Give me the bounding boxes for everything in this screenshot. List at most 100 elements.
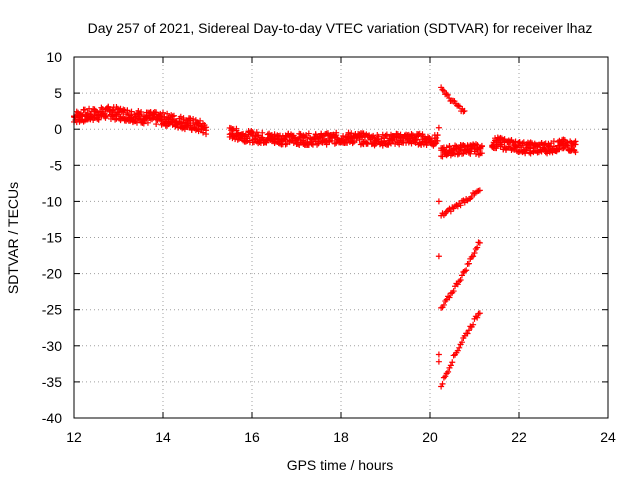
data-point bbox=[305, 130, 312, 137]
data-point bbox=[144, 119, 151, 126]
x-axis-label: GPS time / hours bbox=[287, 457, 394, 473]
data-point bbox=[449, 204, 456, 211]
data-point bbox=[124, 107, 131, 114]
data-points bbox=[71, 84, 579, 390]
data-point bbox=[153, 109, 160, 116]
data-point bbox=[451, 98, 458, 105]
data-point bbox=[464, 330, 471, 337]
data-point bbox=[468, 253, 475, 260]
data-point bbox=[478, 143, 485, 150]
data-point bbox=[447, 362, 454, 369]
y-axis-label: SDTVAR / TECUs bbox=[5, 182, 21, 294]
data-point bbox=[457, 202, 464, 209]
data-point bbox=[444, 91, 451, 98]
data-point bbox=[454, 203, 461, 210]
data-point bbox=[123, 111, 130, 118]
y-tick-label: 10 bbox=[46, 49, 62, 65]
data-point bbox=[349, 139, 356, 146]
y-tick-label: -10 bbox=[42, 193, 62, 209]
grid-lines bbox=[74, 57, 608, 418]
data-point bbox=[454, 347, 461, 354]
data-point bbox=[447, 208, 454, 215]
data-point bbox=[564, 142, 571, 149]
data-point bbox=[572, 141, 579, 148]
data-point bbox=[446, 142, 453, 149]
data-point bbox=[153, 121, 160, 128]
data-point bbox=[500, 136, 507, 143]
x-tick-label: 18 bbox=[333, 429, 349, 445]
data-point bbox=[472, 313, 479, 320]
data-point bbox=[454, 281, 461, 288]
data-point bbox=[476, 187, 483, 194]
data-point bbox=[442, 373, 449, 380]
data-point bbox=[440, 87, 447, 94]
x-tick-label: 20 bbox=[422, 429, 438, 445]
data-point bbox=[455, 102, 462, 109]
data-point bbox=[314, 141, 321, 148]
data-point bbox=[434, 132, 441, 139]
data-point bbox=[128, 108, 135, 115]
y-tick-label: -35 bbox=[42, 374, 62, 390]
data-point bbox=[157, 112, 164, 119]
data-point bbox=[457, 276, 464, 283]
data-point bbox=[164, 110, 171, 117]
data-point bbox=[445, 293, 452, 300]
x-tick-label: 16 bbox=[244, 429, 260, 445]
data-point bbox=[461, 107, 468, 114]
data-point bbox=[440, 374, 447, 381]
data-point bbox=[438, 383, 445, 390]
data-point bbox=[476, 310, 483, 317]
data-point bbox=[370, 134, 377, 141]
data-point bbox=[439, 86, 446, 93]
data-point bbox=[344, 139, 351, 146]
data-point bbox=[474, 244, 481, 251]
data-point bbox=[443, 90, 450, 97]
chart-title: Day 257 of 2021, Sidereal Day-to-day VTE… bbox=[88, 20, 593, 36]
data-point bbox=[315, 136, 322, 143]
data-point bbox=[519, 140, 526, 147]
data-point bbox=[435, 124, 442, 131]
data-point bbox=[460, 108, 467, 115]
data-point bbox=[233, 127, 240, 134]
data-point bbox=[476, 239, 483, 246]
data-point bbox=[461, 268, 468, 275]
data-point bbox=[282, 136, 289, 143]
y-tick-label: -40 bbox=[42, 410, 62, 426]
data-point bbox=[439, 380, 446, 387]
x-tick-label: 24 bbox=[600, 429, 616, 445]
data-point bbox=[465, 327, 472, 334]
data-point bbox=[431, 141, 438, 148]
data-point bbox=[560, 145, 567, 152]
data-point bbox=[412, 137, 419, 144]
data-point bbox=[340, 132, 347, 139]
data-point bbox=[456, 344, 463, 351]
data-point bbox=[329, 137, 336, 144]
data-point bbox=[465, 260, 472, 267]
data-point bbox=[445, 368, 452, 375]
data-point bbox=[105, 105, 112, 112]
y-tick-label: -20 bbox=[42, 266, 62, 282]
data-point bbox=[98, 104, 105, 111]
data-point bbox=[470, 321, 477, 328]
data-point bbox=[363, 139, 370, 146]
data-point bbox=[177, 113, 184, 120]
data-point bbox=[361, 134, 368, 141]
data-point bbox=[95, 116, 102, 123]
data-point bbox=[405, 139, 412, 146]
data-point bbox=[103, 112, 110, 119]
data-point bbox=[228, 125, 235, 132]
data-point bbox=[135, 107, 142, 114]
data-point bbox=[458, 272, 465, 279]
data-point bbox=[572, 149, 579, 156]
data-point bbox=[81, 106, 88, 113]
data-point bbox=[170, 116, 177, 123]
data-point bbox=[255, 132, 262, 139]
axis-ticks: 12 14 16 18 20 22 24 10 5 0 -5 -10 -15 -20 -25 -30 -35 -4… bbox=[42, 49, 616, 445]
data-point bbox=[297, 131, 304, 138]
data-point bbox=[296, 142, 303, 149]
data-point bbox=[418, 141, 425, 148]
y-tick-label: -25 bbox=[42, 302, 62, 318]
data-point bbox=[438, 304, 445, 311]
